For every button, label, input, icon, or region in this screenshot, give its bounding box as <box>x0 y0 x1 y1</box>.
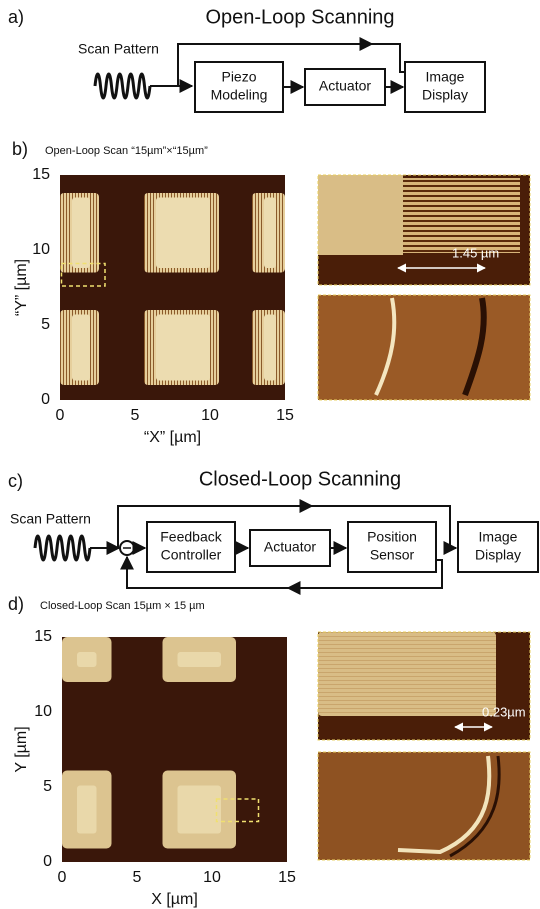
afm-feature-core <box>156 315 210 381</box>
measurement-label: 1.45 µm <box>452 245 499 260</box>
block-label: Feedback <box>160 529 222 545</box>
x-axis-label: “X” [µm] <box>144 429 201 446</box>
x-tick-label: 5 <box>133 869 142 886</box>
figure: a) Open-Loop Scanning Scan Pattern Piezo Mod… <box>0 0 540 909</box>
afm-feature-core <box>72 198 90 269</box>
afm-feature-core <box>77 786 97 834</box>
x-tick-label: 5 <box>131 407 140 424</box>
panel-caption: Closed-Loop Scan 15µm × 15 µm <box>40 600 205 612</box>
block-label: Image <box>479 529 518 545</box>
x-tick-label: 15 <box>276 407 294 424</box>
block-label: Display <box>422 87 468 103</box>
y-tick-label: 10 <box>32 241 50 258</box>
input-label: Scan Pattern <box>78 41 159 57</box>
phase-image <box>318 295 530 400</box>
panel-title: Open-Loop Scanning <box>205 6 394 28</box>
zoom-plateau <box>318 175 403 255</box>
block-label: Modeling <box>211 87 268 103</box>
afm-feature-core <box>72 315 90 381</box>
block-label: Position <box>367 529 417 545</box>
block-label: Image <box>426 69 465 85</box>
x-axis-label: X [µm] <box>151 891 198 908</box>
afm-feature-core <box>178 652 222 667</box>
block-label: Display <box>475 547 521 563</box>
block-label: Piezo <box>221 69 256 85</box>
block-label: Actuator <box>319 78 371 94</box>
input-label: Scan Pattern <box>10 511 91 527</box>
scan-wave <box>95 74 150 98</box>
x-tick-label: 0 <box>58 869 67 886</box>
block-label: Sensor <box>370 547 415 563</box>
x-tick-label: 0 <box>56 407 65 424</box>
y-tick-label: 0 <box>43 853 52 870</box>
afm-feature-core <box>156 198 210 269</box>
afm-feature-core <box>77 652 97 667</box>
zoom-stripes <box>400 178 520 253</box>
y-tick-label: 15 <box>32 166 50 183</box>
zoom-plateau <box>318 632 496 716</box>
panel-label: c) <box>8 471 23 491</box>
y-tick-label: 5 <box>41 316 50 333</box>
x-tick-label: 10 <box>203 869 221 886</box>
y-tick-label: 15 <box>34 628 52 645</box>
x-tick-label: 10 <box>201 407 219 424</box>
afm-feature-core <box>264 198 276 269</box>
afm-feature-core <box>264 315 276 381</box>
afm-feature-core <box>178 786 222 834</box>
panel-label: d) <box>8 594 24 614</box>
block-label: Actuator <box>264 539 316 555</box>
y-tick-label: 5 <box>43 778 52 795</box>
panel-label: a) <box>8 7 24 27</box>
scan-wave <box>35 536 90 560</box>
y-tick-label: 10 <box>34 703 52 720</box>
measurement-label: 0.23µm <box>482 704 526 719</box>
panel-label: b) <box>12 139 28 159</box>
panel-caption: Open-Loop Scan “15µm”×“15µm” <box>45 145 208 157</box>
y-tick-label: 0 <box>41 391 50 408</box>
block-label: Controller <box>161 547 222 563</box>
panel-title: Closed-Loop Scanning <box>199 468 401 490</box>
y-axis-label: “Y” [µm] <box>13 259 30 316</box>
x-tick-label: 15 <box>278 869 296 886</box>
y-axis-label: Y [µm] <box>13 726 30 772</box>
